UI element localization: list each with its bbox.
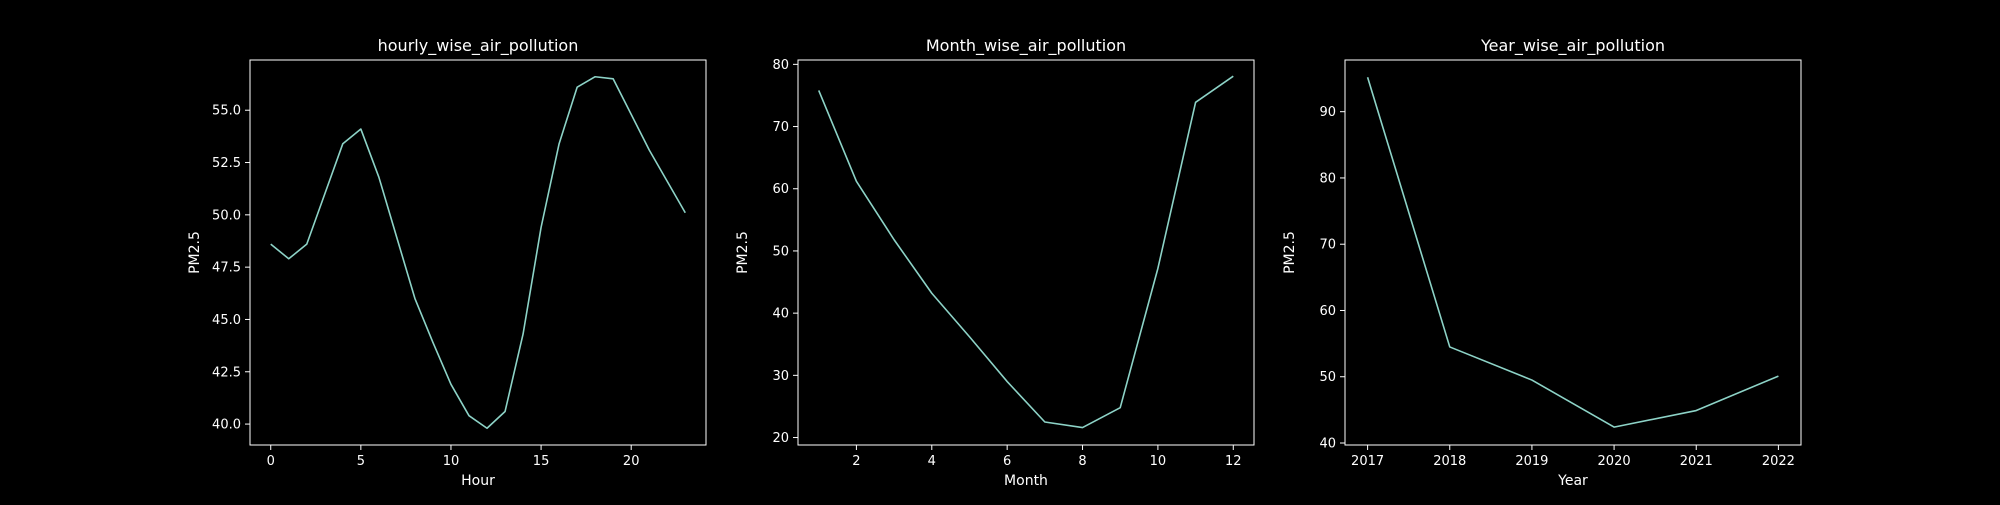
x-tick-label: 10 xyxy=(443,454,460,469)
x-tick-label: 15 xyxy=(533,454,550,469)
y-tick-label: 47.5 xyxy=(212,261,241,276)
x-tick-label: 4 xyxy=(928,454,936,469)
x-tick-label: 2017 xyxy=(1351,454,1384,469)
chart-panel-1: 0 5 10 15 20 40.0 42.5 45.0 47.5 50.0 52.5 55.0 hour… xyxy=(187,36,707,489)
x-tick-label: 5 xyxy=(357,454,365,469)
plot-frame xyxy=(1344,59,1802,446)
y-tick-label: 70 xyxy=(772,120,789,135)
x-axis-label: Month xyxy=(1004,473,1048,489)
chart-title: Year_wise_air_pollution xyxy=(1480,36,1665,56)
y-tick-label: 52.5 xyxy=(212,156,241,171)
y-tick-label: 40 xyxy=(772,307,789,322)
x-tick-label: 8 xyxy=(1078,454,1086,469)
y-axis-label: PM2.5 xyxy=(735,231,751,274)
y-tick-label: 50 xyxy=(1319,370,1336,385)
x-tick-label: 2019 xyxy=(1515,454,1548,469)
x-tick-label: 0 xyxy=(267,454,275,469)
x-tick-label: 2 xyxy=(852,454,860,469)
x-tick-label: 20 xyxy=(623,454,640,469)
series-line xyxy=(1366,76,1779,428)
y-tick-label: 40 xyxy=(1319,437,1336,452)
y-tick-label: 20 xyxy=(772,431,789,446)
y-tick-label: 40.0 xyxy=(212,418,241,433)
chart-panel-3: 2017 2018 2019 2020 2021 2022 40 50 60 70 80 90 Year… xyxy=(1282,36,1802,489)
plot-frame xyxy=(249,59,707,446)
y-axis-label: PM2.5 xyxy=(187,231,203,274)
x-tick-label: 2021 xyxy=(1680,454,1713,469)
y-tick-label: 50 xyxy=(772,244,789,259)
chart-title: Month_wise_air_pollution xyxy=(926,36,1126,56)
x-tick-label: 6 xyxy=(1003,454,1011,469)
x-tick-label: 12 xyxy=(1225,454,1242,469)
y-tick-label: 42.5 xyxy=(212,365,241,380)
y-tick-label: 60 xyxy=(772,182,789,197)
y-tick-label: 30 xyxy=(772,369,789,384)
plot-frame xyxy=(797,59,1255,446)
x-tick-label: 2020 xyxy=(1598,454,1631,469)
series-line xyxy=(270,75,686,430)
y-tick-label: 80 xyxy=(1319,171,1336,186)
series-line xyxy=(817,75,1234,429)
y-tick-label: 90 xyxy=(1319,105,1336,120)
chart-title: hourly_wise_air_pollution xyxy=(378,36,579,56)
x-axis-label: Year xyxy=(1557,473,1588,489)
x-axis-label: Hour xyxy=(461,473,495,489)
y-axis-label: PM2.5 xyxy=(1282,231,1298,274)
y-tick-label: 80 xyxy=(772,58,789,73)
y-tick-label: 60 xyxy=(1319,304,1336,319)
x-tick-label: 10 xyxy=(1150,454,1167,469)
y-tick-label: 55.0 xyxy=(212,104,241,119)
y-tick-label: 45.0 xyxy=(212,313,241,328)
x-tick-label: 2022 xyxy=(1762,454,1795,469)
y-tick-label: 70 xyxy=(1319,238,1336,253)
x-tick-label: 2018 xyxy=(1433,454,1466,469)
y-tick-label: 50.0 xyxy=(212,208,241,223)
chart-panel-2: 2 4 6 8 10 12 20 30 40 50 60 70 80 Month_wise_air_pol… xyxy=(735,36,1255,489)
